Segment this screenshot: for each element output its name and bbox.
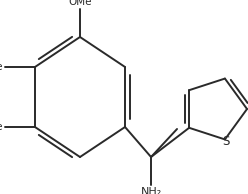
Text: OMe: OMe: [0, 122, 3, 132]
Text: S: S: [222, 135, 230, 148]
Text: NH₂: NH₂: [140, 187, 162, 194]
Text: OMe: OMe: [0, 62, 3, 72]
Text: OMe: OMe: [68, 0, 92, 7]
